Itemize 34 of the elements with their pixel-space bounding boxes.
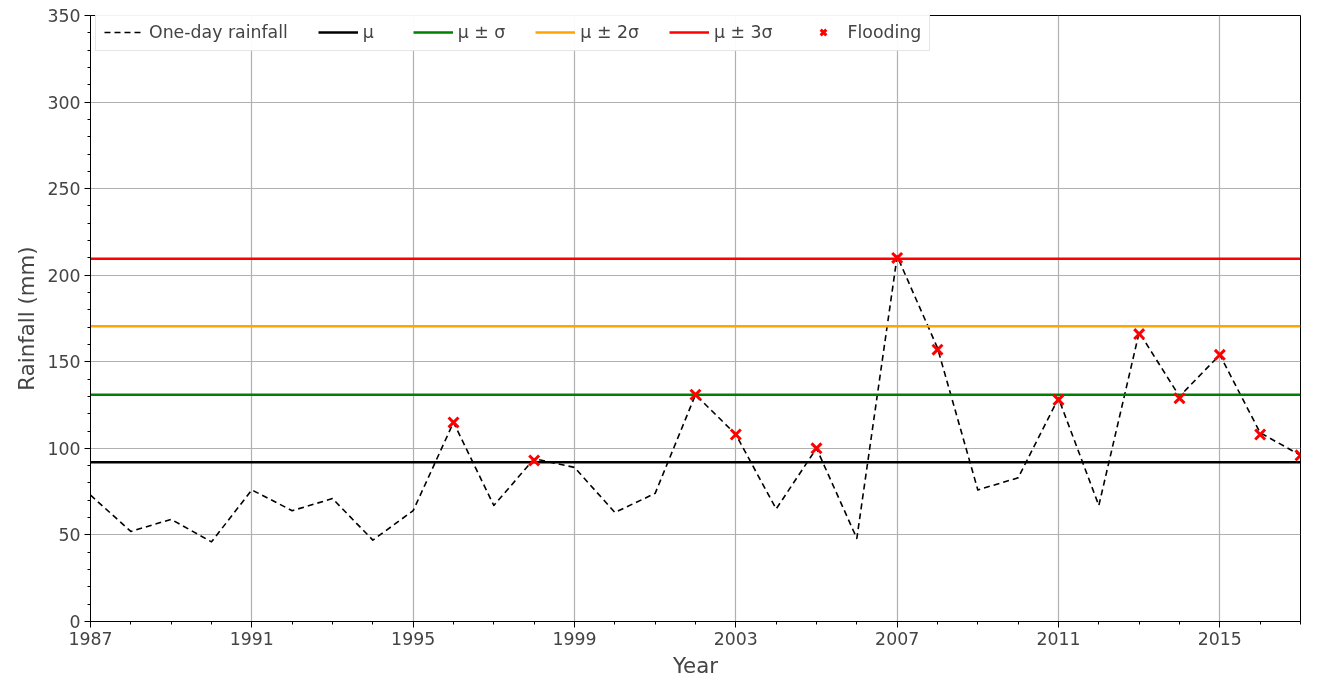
y-tick-label: 350 xyxy=(47,6,81,26)
x-tick-label: 2015 xyxy=(1197,628,1242,649)
x-tick-label: 1995 xyxy=(391,628,436,649)
x-tick-label: 2011 xyxy=(1036,628,1081,649)
point xyxy=(1132,327,1146,341)
legend-label: μ ± σ xyxy=(457,22,506,42)
x-tick-label: 1991 xyxy=(229,628,274,649)
y-tick-label: 50 xyxy=(58,525,81,546)
y-axis-title: Rainfall (mm) xyxy=(14,246,40,391)
point xyxy=(890,251,904,265)
legend-label: μ xyxy=(362,22,375,42)
point xyxy=(689,388,702,402)
y-tick-label: 300 xyxy=(47,92,81,113)
point xyxy=(447,415,460,429)
y-tick-label: 150 xyxy=(47,352,81,373)
y-tick-label: 250 xyxy=(47,179,81,200)
point xyxy=(931,343,944,357)
legend-label: One-day rainfall xyxy=(149,22,288,42)
point xyxy=(1052,393,1065,407)
y-tick-label: 100 xyxy=(47,438,81,459)
y-tick-label: 200 xyxy=(47,265,81,286)
point xyxy=(810,441,823,455)
point xyxy=(1213,348,1227,362)
point xyxy=(729,428,743,441)
legend-label: Flooding xyxy=(847,22,922,42)
x-tick-label: 2007 xyxy=(875,628,920,649)
point xyxy=(527,454,541,467)
legend-label: μ ± 2σ xyxy=(580,22,639,42)
x-tick-label: 2003 xyxy=(713,628,758,649)
point xyxy=(1253,428,1267,441)
x-tick-label: 1999 xyxy=(552,628,597,649)
point xyxy=(1173,391,1186,405)
legend-label: μ ± 3σ xyxy=(713,22,773,42)
x-axis-title: Year xyxy=(671,652,719,678)
